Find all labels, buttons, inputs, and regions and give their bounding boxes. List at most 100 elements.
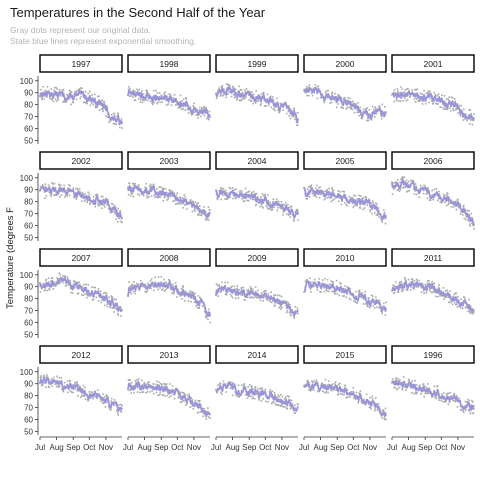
data-point (180, 401, 183, 403)
data-point (92, 202, 94, 205)
data-point (326, 196, 329, 199)
data-point (94, 105, 97, 107)
data-point (88, 390, 91, 393)
data-point (345, 108, 348, 110)
data-point (323, 198, 326, 201)
data-point (460, 298, 462, 301)
data-point (241, 98, 244, 100)
data-point (255, 192, 258, 195)
data-point (370, 118, 373, 121)
data-point (340, 283, 342, 285)
data-point (83, 101, 85, 104)
data-point (150, 185, 152, 187)
data-point (91, 299, 94, 301)
data-point (375, 405, 378, 408)
data-point (96, 397, 99, 399)
x-tick-label: Jul (35, 443, 45, 452)
data-point (454, 108, 457, 111)
data-point (70, 383, 72, 386)
data-point (423, 385, 426, 387)
data-point (234, 197, 237, 200)
data-point (203, 311, 206, 313)
data-point (266, 93, 269, 96)
data-point (339, 282, 341, 284)
data-point (149, 391, 151, 393)
data-point (231, 296, 234, 299)
data-point (75, 91, 77, 94)
data-point (47, 277, 50, 280)
data-point (112, 122, 115, 125)
data-point (158, 394, 161, 396)
data-point (401, 88, 403, 90)
data-point (468, 109, 470, 111)
data-point (203, 213, 206, 216)
data-point (132, 290, 135, 293)
data-point (156, 92, 159, 94)
data-point (54, 86, 56, 89)
data-point (47, 184, 50, 187)
data-point (127, 94, 129, 97)
data-point (155, 196, 157, 198)
data-point (57, 283, 60, 285)
data-point (284, 396, 287, 398)
facet-strip-2012 (39, 345, 123, 364)
data-point (349, 107, 352, 110)
data-point (236, 98, 238, 101)
data-point (472, 312, 474, 315)
data-point (46, 289, 49, 292)
data-point (175, 296, 178, 298)
data-point (105, 394, 108, 396)
data-point (469, 412, 472, 415)
data-point (407, 378, 410, 381)
data-point (229, 187, 232, 190)
data-point (204, 315, 207, 317)
data-point (205, 410, 208, 413)
data-point (182, 206, 185, 209)
data-point (361, 117, 364, 120)
data-point (220, 198, 223, 201)
data-point (42, 85, 45, 88)
data-point (349, 396, 351, 398)
data-point (277, 404, 280, 406)
data-point (130, 95, 133, 97)
data-point (384, 222, 387, 225)
data-point (269, 95, 272, 98)
data-point (116, 412, 119, 414)
data-point (381, 417, 384, 419)
data-point (459, 306, 462, 309)
data-point (173, 192, 175, 194)
data-point (433, 289, 435, 291)
data-point (80, 95, 83, 98)
data-point (69, 185, 71, 187)
data-point (120, 118, 123, 120)
data-point (410, 381, 413, 384)
data-point (370, 202, 372, 204)
data-point (407, 278, 410, 281)
data-point (186, 403, 188, 405)
data-point (111, 397, 113, 400)
data-point (157, 288, 159, 291)
data-point (39, 291, 42, 293)
data-point (107, 395, 109, 398)
data-point (93, 286, 95, 289)
data-point (332, 199, 334, 201)
facet-strip-1999 (215, 54, 299, 73)
data-point (254, 192, 256, 195)
data-point (295, 112, 297, 115)
data-point (351, 197, 354, 199)
data-point (71, 292, 74, 294)
facet-strip-2015 (303, 345, 387, 364)
data-point (425, 193, 428, 195)
data-point (84, 398, 87, 400)
data-point (349, 97, 351, 100)
data-point (285, 112, 288, 115)
data-point (235, 393, 237, 396)
data-point (371, 395, 373, 398)
data-point (429, 97, 432, 100)
data-point (218, 383, 221, 385)
data-point (445, 296, 448, 298)
chart-subtitle-line-2: State blue lines represent exponential s… (10, 36, 197, 46)
data-point (92, 397, 94, 400)
data-point (375, 112, 378, 115)
data-point (208, 308, 210, 311)
